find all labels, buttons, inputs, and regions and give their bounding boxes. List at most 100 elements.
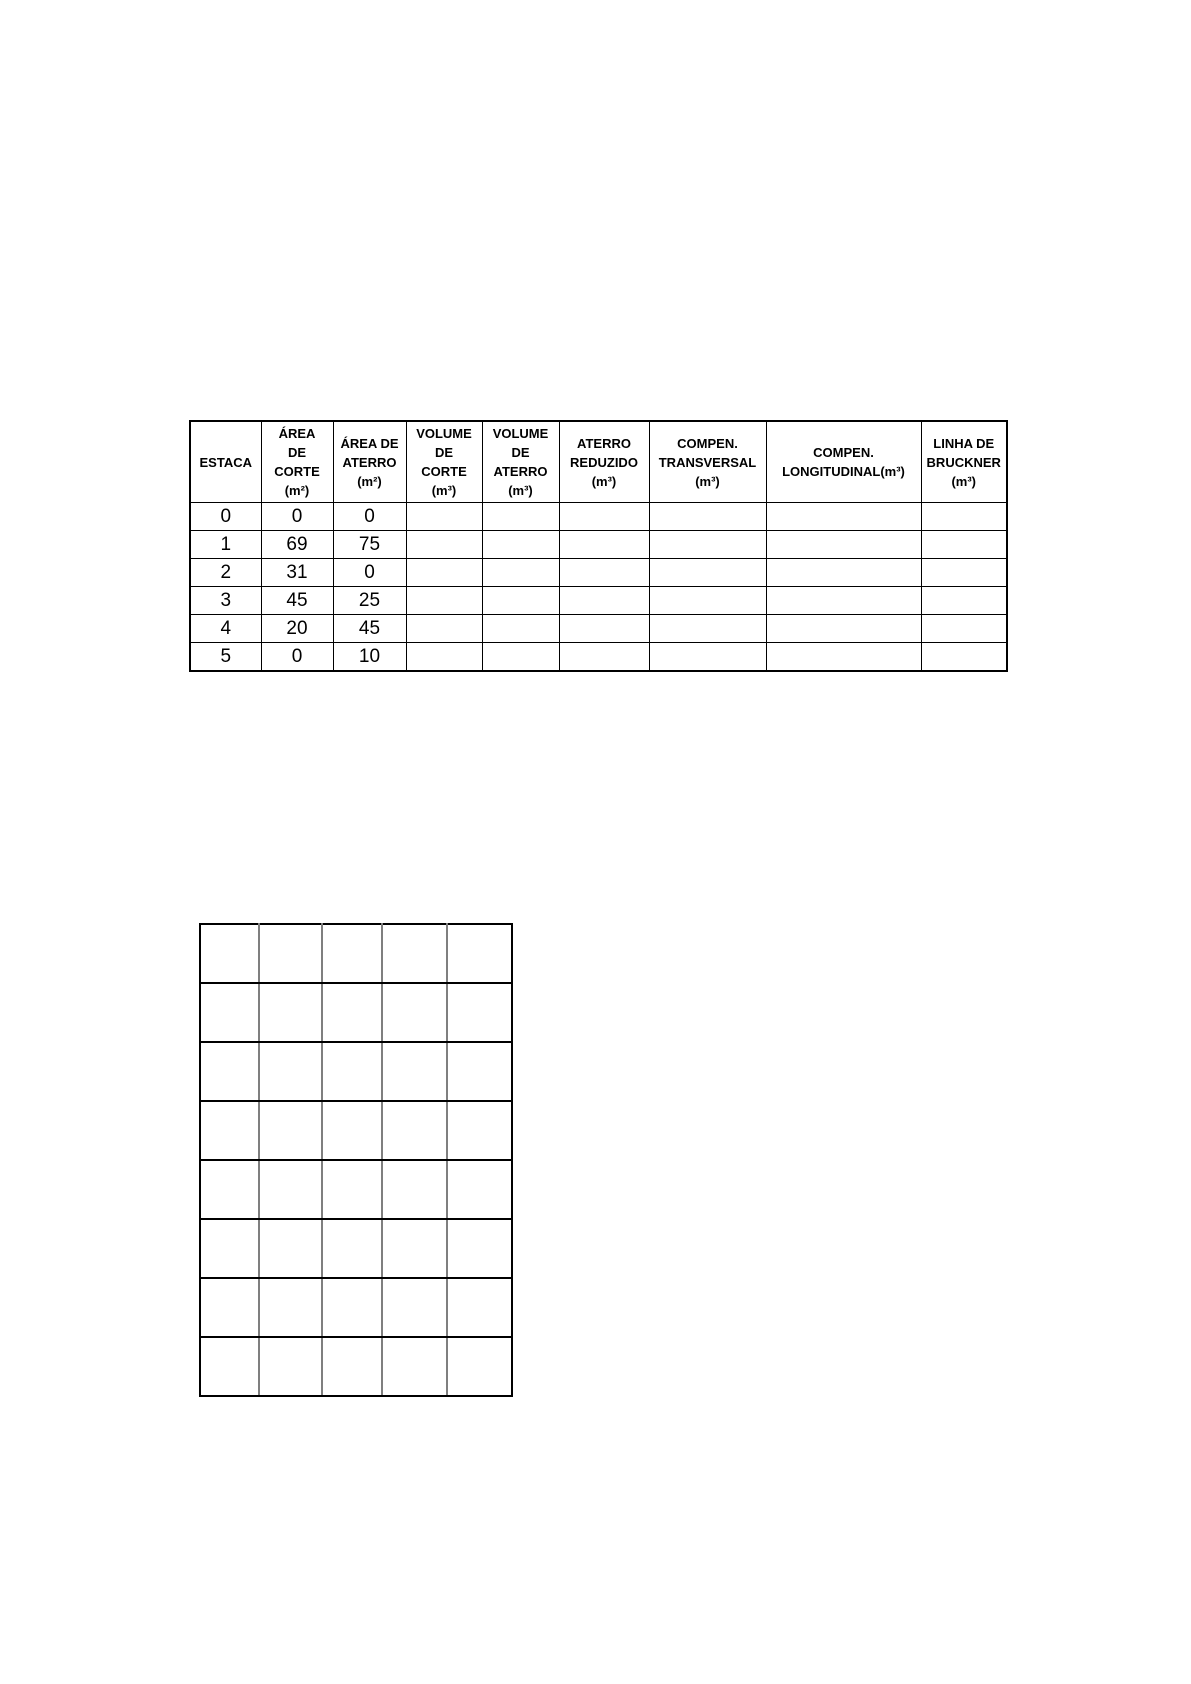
grid-cell (321, 1277, 383, 1338)
table-cell: 0 (260, 642, 334, 672)
grid-cell (446, 982, 513, 1043)
table-cell (648, 558, 767, 587)
grid-cell (381, 1041, 448, 1102)
table-cell (765, 502, 922, 531)
grid-row (199, 1218, 513, 1279)
table-cell (481, 530, 560, 559)
grid-cell (258, 1218, 323, 1279)
table-cell (405, 642, 483, 672)
table-cell: 45 (260, 586, 334, 615)
table-cell (765, 586, 922, 615)
grid-cell (258, 1041, 323, 1102)
table-cell (481, 502, 560, 531)
grid-cell (321, 982, 383, 1043)
grid-cell (381, 1100, 448, 1161)
table-cell (920, 558, 1008, 587)
grid-cell (381, 1336, 448, 1397)
table-cell (648, 642, 767, 672)
grid-cell (258, 982, 323, 1043)
table-cell (765, 642, 922, 672)
table-cell (405, 586, 483, 615)
grid-row (199, 1277, 513, 1338)
table-cell (648, 614, 767, 643)
table-cell (765, 614, 922, 643)
grid-row (199, 1159, 513, 1220)
grid-cell (381, 1277, 448, 1338)
header-cell-volume-corte: VOLUME DE CORTE (m³) (405, 420, 483, 503)
grid-cell (381, 1159, 448, 1220)
grid-cell (321, 1100, 383, 1161)
header-row: ESTACA ÁREA DE CORTE (m²) ÁREA DE ATERRO… (189, 420, 1008, 503)
table-cell (920, 502, 1008, 531)
grid-cell (199, 1218, 260, 1279)
grid-cell (321, 923, 383, 984)
header-cell-volume-aterro: VOLUME DE ATERRO (m³) (481, 420, 560, 503)
header-cell-estaca: ESTACA (189, 420, 262, 503)
grid-cell (199, 1100, 260, 1161)
table-cell: 20 (260, 614, 334, 643)
grid-row (199, 1100, 513, 1161)
table-cell: 0 (332, 558, 407, 587)
table-row: 2 31 0 (189, 558, 1008, 587)
grid-cell (446, 1218, 513, 1279)
grid-cell (199, 1041, 260, 1102)
grid-cell (446, 1336, 513, 1397)
grid-cell (321, 1041, 383, 1102)
grid-cell (199, 1159, 260, 1220)
table-row: 1 69 75 (189, 530, 1008, 559)
grid-cell (446, 1277, 513, 1338)
grid-cell (446, 1159, 513, 1220)
table-cell: 1 (189, 530, 262, 559)
header-cell-area-corte: ÁREA DE CORTE (m²) (260, 420, 334, 503)
table-cell (648, 502, 767, 531)
table-cell (558, 502, 650, 531)
grid-cell (446, 1100, 513, 1161)
table-cell (558, 586, 650, 615)
grid-cell (258, 1159, 323, 1220)
table-cell (920, 530, 1008, 559)
grid-cell (381, 1218, 448, 1279)
table-cell: 25 (332, 586, 407, 615)
grid-row (199, 1336, 513, 1397)
table-cell (765, 530, 922, 559)
header-cell-compen-transversal: COMPEN. TRANSVERSAL (m³) (648, 420, 767, 503)
table-cell (648, 586, 767, 615)
grid-cell (199, 923, 260, 984)
grid-cell (258, 1100, 323, 1161)
grid-cell (446, 923, 513, 984)
grid-cell (199, 1336, 260, 1397)
grid-cell (381, 923, 448, 984)
table-cell (405, 614, 483, 643)
table-row: 3 45 25 (189, 586, 1008, 615)
table-cell (405, 502, 483, 531)
earthwork-volumes-table: ESTACA ÁREA DE CORTE (m²) ÁREA DE ATERRO… (189, 420, 1008, 672)
table-cell (920, 614, 1008, 643)
grid-cell (321, 1159, 383, 1220)
table-cell (481, 614, 560, 643)
table-cell: 3 (189, 586, 262, 615)
grid-cell (258, 923, 323, 984)
grid-cell (321, 1218, 383, 1279)
table-cell: 75 (332, 530, 407, 559)
table-row: 4 20 45 (189, 614, 1008, 643)
table-cell (481, 586, 560, 615)
table-cell: 2 (189, 558, 262, 587)
table-cell: 0 (332, 502, 407, 531)
grid-cell (381, 982, 448, 1043)
table-row: 0 0 0 (189, 502, 1008, 531)
grid-row (199, 1041, 513, 1102)
table-cell: 0 (260, 502, 334, 531)
table-cell (920, 642, 1008, 672)
empty-grid-table (199, 923, 513, 1397)
grid-cell (258, 1336, 323, 1397)
table-cell (558, 530, 650, 559)
table-cell (481, 642, 560, 672)
grid-row (199, 923, 513, 984)
table-cell: 31 (260, 558, 334, 587)
table-cell: 4 (189, 614, 262, 643)
header-cell-compen-longitudinal: COMPEN. LONGITUDINAL(m³) (765, 420, 922, 503)
header-cell-aterro-reduzido: ATERRO REDUZIDO (m³) (558, 420, 650, 503)
table-cell (558, 642, 650, 672)
grid-cell (321, 1336, 383, 1397)
